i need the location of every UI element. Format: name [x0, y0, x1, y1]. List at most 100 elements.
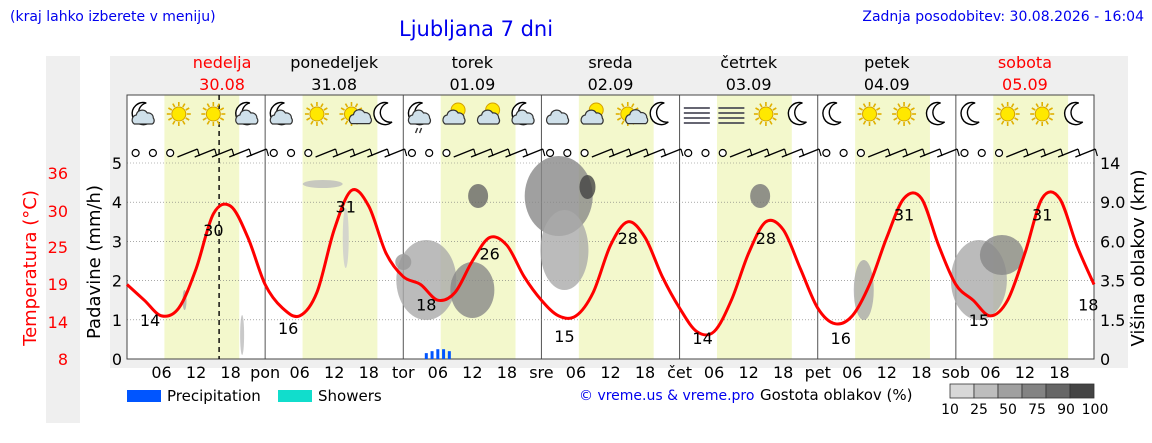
- wind-calm-icon: [407, 148, 417, 158]
- daylight-band: [440, 95, 516, 359]
- precip-tick-label: 4: [112, 193, 122, 212]
- temperature-data-label: 18: [416, 296, 436, 315]
- x-tick-label: 18: [220, 363, 240, 382]
- temperature-data-label: 31: [336, 197, 356, 216]
- x-tick-label: pon: [250, 363, 280, 382]
- cloud-height-tick-label: 1.5: [1100, 311, 1125, 330]
- precipitation-bar: [442, 349, 446, 359]
- moon-cloud-icon: [269, 101, 293, 126]
- wind-barb-icon: [228, 148, 250, 158]
- wind-calm-icon: [839, 148, 848, 158]
- wind-barb-icon: [177, 148, 198, 158]
- cloud-density-tick: 90: [1057, 402, 1075, 418]
- sun-icon: [892, 102, 917, 126]
- wind-calm-icon: [701, 148, 710, 158]
- daylight-band: [302, 95, 378, 359]
- x-tick-label: sob: [942, 363, 970, 382]
- precipitation-bar: [424, 353, 428, 359]
- sun-icon: [201, 102, 226, 126]
- wind-barb-icon: [332, 148, 354, 158]
- wind-barb-icon: [643, 148, 664, 158]
- x-tick-label: čet: [667, 363, 692, 382]
- day-name: sreda: [588, 53, 632, 72]
- sun-icon: [1030, 102, 1055, 126]
- wind-barb-icon: [404, 148, 408, 157]
- plot-frame: [126, 94, 1095, 360]
- wind-calm-icon: [856, 148, 865, 158]
- wind-barb-icon: [781, 148, 803, 158]
- moon-icon: [373, 101, 393, 126]
- wind-calm-icon: [545, 148, 555, 158]
- temperature-data-label: 31: [1032, 205, 1052, 224]
- wind-barb-icon: [1075, 148, 1096, 158]
- wind-barb-icon: [919, 148, 941, 158]
- x-tick-label: 18: [359, 363, 379, 382]
- wind-barb-icon: [956, 148, 960, 157]
- temperature-data-label: 26: [479, 244, 499, 263]
- x-tick-label: sre: [529, 363, 553, 382]
- cloud-height-tick-label: 0: [1100, 350, 1110, 369]
- precip-tick-label: 3: [112, 232, 122, 251]
- temperature-data-label: 14: [692, 329, 712, 348]
- wind-calm-icon: [148, 148, 158, 158]
- day-date: 02.09: [588, 75, 634, 94]
- x-tick-label: 06: [289, 363, 309, 382]
- temperature-tick-label: 8: [58, 350, 68, 369]
- x-tick-label: 12: [462, 363, 482, 382]
- cloud-density-area: [750, 184, 771, 208]
- wind-barb-icon: [818, 148, 822, 157]
- cloud-density-swatch: [997, 383, 1023, 399]
- temperature-data-label: 16: [831, 329, 851, 348]
- x-tick-label: 06: [704, 363, 724, 382]
- wind-calm-icon: [269, 148, 278, 158]
- wind-barb-icon: [265, 148, 270, 157]
- precip-tick-label: 1: [112, 311, 122, 330]
- hint-text: (kraj lahko izberete v meniju): [10, 9, 216, 25]
- day-name: ponedeljek: [290, 53, 379, 72]
- wind-calm-icon: [822, 148, 831, 158]
- moon-cloud-icon: [511, 101, 535, 126]
- day-name: nedelja: [193, 53, 252, 72]
- day-name: četrtek: [720, 53, 778, 72]
- day-date: 30.08: [199, 75, 245, 94]
- x-tick-label: 18: [497, 363, 517, 382]
- wind-calm-icon: [718, 148, 727, 158]
- wind-calm-icon: [960, 148, 969, 158]
- wind-calm-icon: [442, 148, 451, 158]
- showers-legend-label: Showers: [318, 387, 382, 405]
- x-tick-label: 12: [600, 363, 620, 382]
- cloud-density-swatch: [1045, 383, 1071, 399]
- wind-barb-icon: [798, 148, 820, 158]
- x-tick-label: 06: [842, 363, 862, 382]
- x-tick-label: 12: [877, 363, 897, 382]
- x-tick-label: 12: [738, 363, 758, 382]
- temperature-data-label: 16: [278, 319, 298, 338]
- cloud-height-tick-label: 14: [1100, 154, 1120, 173]
- x-tick-label: 18: [773, 363, 793, 382]
- precipitation-bar: [447, 351, 451, 359]
- day-date: 03.09: [726, 75, 772, 94]
- showers-swatch: [278, 390, 312, 402]
- wind-barb-icon: [1006, 148, 1027, 158]
- cloud-density-tick: 10: [941, 402, 959, 418]
- wind-barb-icon: [1057, 148, 1079, 158]
- wind-barb-icon: [522, 148, 544, 158]
- wind-barb-icon: [885, 148, 906, 158]
- cloud-density-area: [540, 210, 589, 290]
- wind-barb-icon: [1023, 148, 1044, 158]
- precipitation-legend-label: Precipitation: [167, 387, 261, 405]
- page-title: Ljubljana 7 dni: [399, 17, 554, 41]
- daylight-band: [164, 95, 240, 359]
- precipitation-bar: [430, 351, 434, 359]
- moon-cloud-icon: [131, 101, 155, 126]
- sun-icon: [995, 102, 1020, 126]
- credit-link[interactable]: © vreme.us & vreme.pro: [579, 388, 755, 404]
- wind-barb-icon: [384, 148, 405, 158]
- cloud-density-area: [579, 175, 596, 199]
- wind-barb-icon: [349, 148, 371, 158]
- x-tick-label: 18: [1049, 363, 1069, 382]
- moon-icon: [925, 101, 946, 126]
- cloud-density-tick: 25: [970, 402, 988, 418]
- precip-tick-label: 5: [112, 154, 122, 173]
- temperature-data-label: 31: [894, 205, 914, 224]
